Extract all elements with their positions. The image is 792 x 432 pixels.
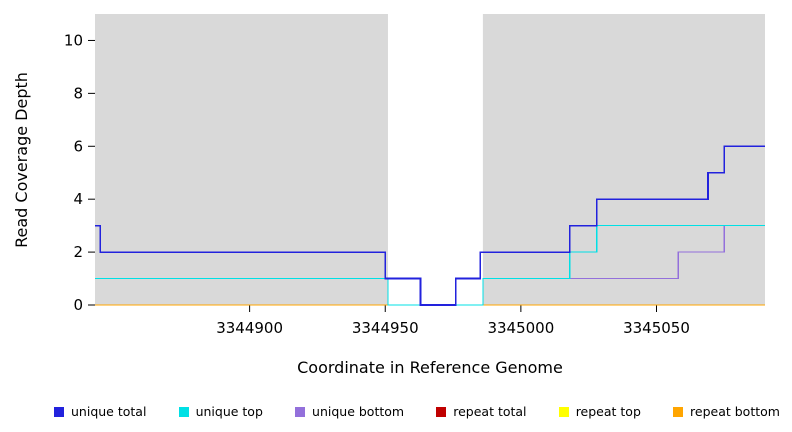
svg-text:3344950: 3344950: [352, 319, 419, 337]
svg-text:2: 2: [73, 243, 83, 261]
legend-swatch-unique-total: [54, 406, 64, 417]
y-axis-title: Read Coverage Depth: [12, 72, 31, 248]
svg-text:6: 6: [73, 137, 83, 155]
legend-swatch-unique-bottom: [295, 406, 306, 417]
coverage-plot: 3344900 3344950 3345000 3345050 0 2 4 6 8 10 Coor…: [12, 14, 765, 377]
legend-item-unique-total: unique total: [54, 404, 146, 419]
legend: unique total unique top unique bottom re…: [0, 404, 792, 419]
x-axis-title: Coordinate in Reference Genome: [297, 358, 563, 377]
svg-text:3345000: 3345000: [487, 319, 554, 337]
legend-item-unique-top: unique top: [178, 404, 263, 419]
legend-label-unique-top: unique top: [195, 404, 263, 419]
legend-swatch-repeat-total: [436, 406, 447, 417]
legend-label-repeat-total: repeat total: [453, 404, 527, 419]
svg-text:4: 4: [73, 190, 83, 208]
legend-label-unique-total: unique total: [71, 404, 147, 419]
legend-item-repeat-top: repeat top: [558, 404, 641, 419]
svg-text:8: 8: [73, 84, 83, 102]
legend-label-unique-bottom: unique bottom: [312, 404, 405, 419]
svg-text:10: 10: [64, 31, 83, 49]
legend-item-repeat-total: repeat total: [436, 404, 527, 419]
svg-text:3345050: 3345050: [623, 319, 690, 337]
legend-item-repeat-bottom: repeat bottom: [673, 404, 780, 419]
legend-label-repeat-bottom: repeat bottom: [690, 404, 780, 419]
legend-item-unique-bottom: unique bottom: [295, 404, 404, 419]
svg-text:0: 0: [73, 296, 83, 314]
legend-label-repeat-top: repeat top: [575, 404, 641, 419]
svg-text:3344900: 3344900: [216, 319, 283, 337]
legend-swatch-unique-top: [178, 406, 189, 417]
legend-swatch-repeat-top: [558, 406, 569, 417]
legend-swatch-repeat-bottom: [673, 406, 684, 417]
